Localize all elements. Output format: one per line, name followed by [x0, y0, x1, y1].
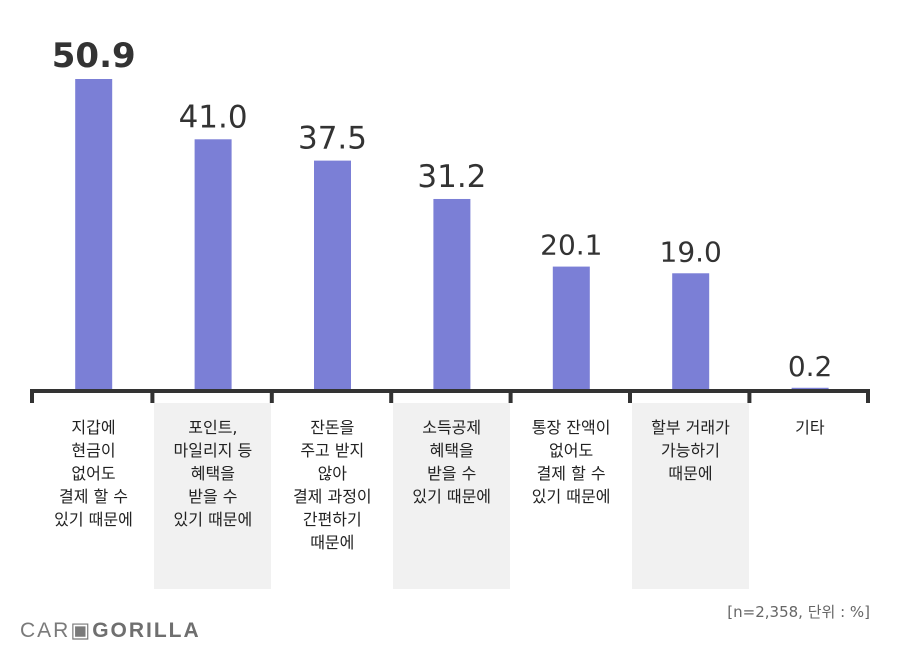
bar-7	[791, 387, 829, 389]
x-axis-line	[30, 389, 870, 393]
value-label-6: 19.0	[660, 235, 722, 268]
value-label-5: 20.1	[540, 229, 602, 262]
axis-tick	[269, 389, 274, 403]
value-label-4: 31.2	[417, 159, 486, 195]
axis-tick	[150, 389, 155, 403]
bar-5	[552, 266, 590, 389]
bar-6	[672, 273, 710, 389]
sample-unit-note: [n=2,358, 단위 : %]	[727, 603, 870, 621]
value-label-2: 41.0	[179, 99, 248, 135]
category-label-6: 할부 거래가 가능하기 때문에	[632, 403, 749, 589]
bar-chart: 50.9 41.0 37.5 31.2 20.1 19.0 0.2	[30, 36, 870, 403]
axis-tick	[628, 389, 632, 403]
category-label-4: 소득공제 혜택을 받을 수 있기 때문에	[393, 403, 511, 589]
category-label-1: 지갑에 현금이 없어도 결제 할 수 있기 때문에	[54, 418, 133, 529]
axis-tick	[30, 389, 34, 403]
category-label-2: 포인트, 마일리지 등 혜택을 받을 수 있기 때문에	[154, 403, 272, 589]
bar-3	[314, 160, 351, 389]
category-label-5: 통장 잔액이 없어도 결제 할 수 있기 때문에	[531, 418, 611, 506]
axis-tick	[866, 389, 870, 403]
axis-tick	[389, 389, 394, 403]
bar-2	[194, 139, 232, 389]
category-label-7: 기타	[795, 418, 825, 437]
value-label-7: 0.2	[788, 350, 833, 383]
category-label-3: 잔돈을 주고 받지 않아 결제 과정이 간편하기 때문에	[292, 418, 372, 552]
axis-tick	[747, 389, 752, 403]
axis-tick	[508, 389, 513, 403]
value-label-1: 50.9	[52, 36, 136, 76]
bar-1	[75, 79, 113, 389]
value-label-3: 37.5	[298, 121, 367, 157]
bar-4	[433, 198, 471, 389]
cardgorilla-logo: CAR▣GORILLA	[20, 619, 201, 642]
